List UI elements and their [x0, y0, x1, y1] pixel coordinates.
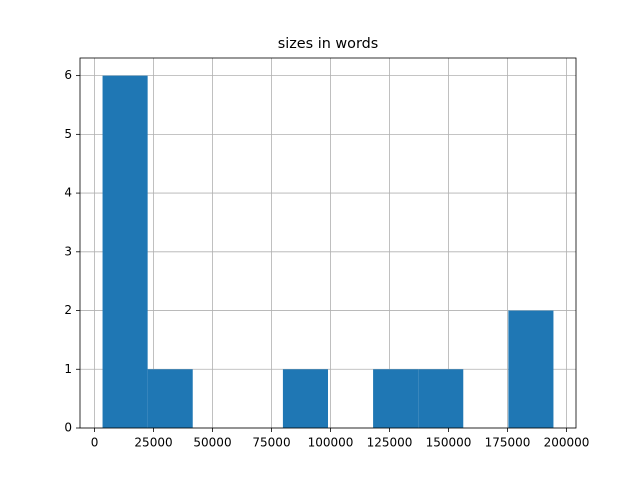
y-tick-label: 4 [64, 186, 72, 200]
bar [418, 369, 464, 428]
plot-frame [79, 57, 577, 429]
y-tick-label: 5 [64, 127, 72, 141]
x-tick-label: 175000 [485, 436, 531, 450]
x-tick-label: 125000 [367, 436, 413, 450]
y-tick-label: 6 [64, 68, 72, 82]
y-tick-label: 1 [64, 362, 72, 376]
chart-title: sizes in words [278, 36, 379, 52]
x-tick-label: 50000 [193, 436, 231, 450]
bar [102, 75, 148, 428]
x-tick-label: 100000 [308, 436, 354, 450]
y-tick-label: 3 [64, 244, 72, 258]
x-tick-label: 200000 [544, 436, 590, 450]
y-tick-label: 0 [64, 421, 72, 435]
bar [373, 369, 419, 428]
y-tick-label: 2 [64, 303, 72, 317]
x-tick-label: 75000 [252, 436, 290, 450]
bar [508, 310, 554, 428]
x-tick-label: 25000 [134, 436, 172, 450]
x-tick-label: 0 [91, 436, 99, 450]
bar [282, 369, 328, 428]
x-tick-label: 150000 [426, 436, 472, 450]
bar [147, 369, 193, 428]
